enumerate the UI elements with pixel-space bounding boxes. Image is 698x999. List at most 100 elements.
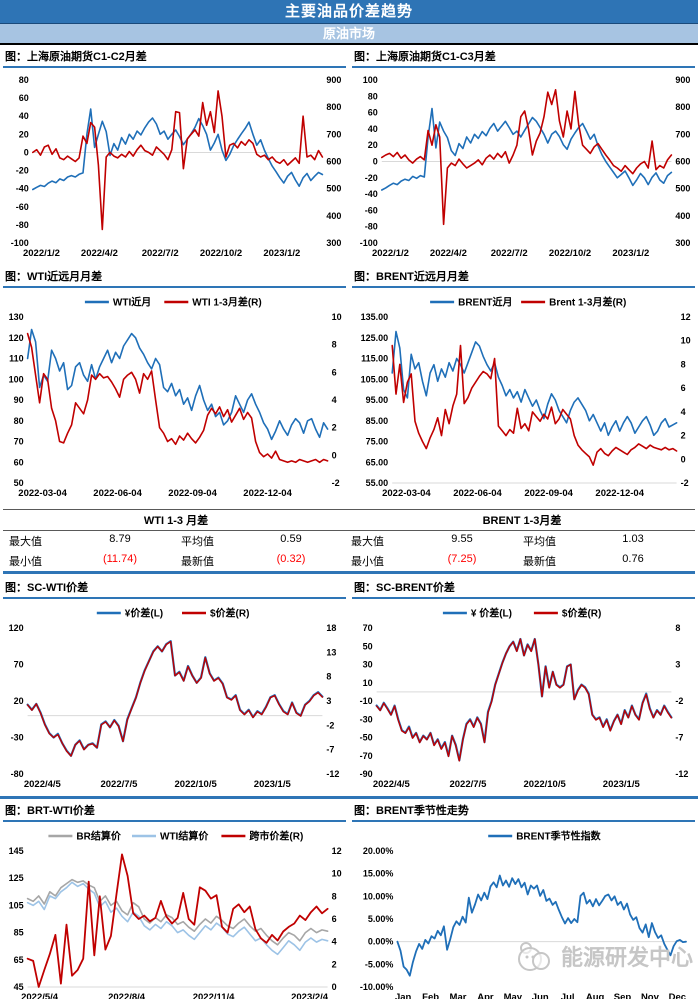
row1-charts: 80 60 40 20 0 -20 -40 -60 -80 -100 900 800 700 600 500… <box>0 68 698 265</box>
stat-value: 1.03 <box>622 533 644 545</box>
chart-canvas-brent-seasonal: 20.00% 15.00% 10.00% 5.00% 0.00% -5.00% -10.00… <box>360 830 687 999</box>
svg-text:130: 130 <box>9 312 24 322</box>
svg-text:2022/4/5: 2022/4/5 <box>24 779 62 790</box>
svg-text:70: 70 <box>14 437 24 447</box>
spread-stats-table: WTI 1-3 月差 BRENT 1-3月差 最大值 8.79 平均值 0.59… <box>3 509 695 574</box>
svg-text:2022-09-04: 2022-09-04 <box>168 488 217 499</box>
row2-titles: 图：WTI近远月月差 图：BRENT近远月月差 <box>0 265 698 288</box>
svg-text:0: 0 <box>373 157 378 167</box>
svg-text:85: 85 <box>14 928 24 938</box>
svg-text:2022/10/5: 2022/10/5 <box>175 779 218 790</box>
svg-text:2022-06-04: 2022-06-04 <box>93 488 142 499</box>
chart-title-sc-wti: 图：SC-WTI价差 <box>3 576 346 599</box>
svg-text:70: 70 <box>363 623 373 633</box>
chart-canvas-brt-wti: 145 125 105 85 65 45 12 10 8 6 4 2 0 2022/5/4 2022/8/4… <box>9 830 342 999</box>
svg-text:20: 20 <box>368 140 378 150</box>
stat-label: 平均值 <box>181 536 214 548</box>
svg-text:2023/2/4: 2023/2/4 <box>291 992 329 999</box>
svg-text:13: 13 <box>326 647 336 657</box>
row1-titles: 图：上海原油期货C1-C2月差 图：上海原油期货C1-C3月差 <box>0 45 698 68</box>
svg-text:6: 6 <box>681 383 686 393</box>
stats-row-max-avg: 最大值 8.79 平均值 0.59 最大值 9.55 平均值 1.03 <box>3 531 695 551</box>
svg-text:-100: -100 <box>360 238 378 248</box>
svg-text:2022/4/5: 2022/4/5 <box>373 779 411 790</box>
stat-label: 最新值 <box>523 556 556 568</box>
svg-text:20: 20 <box>14 696 24 706</box>
svg-text:6: 6 <box>332 914 337 924</box>
svg-text:2023/1/2: 2023/1/2 <box>263 248 300 259</box>
svg-text:400: 400 <box>326 211 341 221</box>
svg-text:2022/7/5: 2022/7/5 <box>449 779 487 790</box>
svg-text:-100: -100 <box>11 238 29 248</box>
chart-canvas-sc-c1c3: 100 80 60 40 20 0 -20 -40 -60 -80 -100 900 800 700 600… <box>360 75 691 259</box>
row3-charts: 120 70 20 -30 -80 18 13 8 3 -2 -7 -12 2022/4/5 2022/7… <box>0 599 698 799</box>
svg-text:-10.00%: -10.00% <box>360 982 394 992</box>
svg-text:May: May <box>504 992 523 999</box>
chart-title-brt-wti: 图：BRT-WTI价差 <box>3 799 346 822</box>
svg-text:3: 3 <box>675 660 680 670</box>
svg-text:2022/8/4: 2022/8/4 <box>108 992 146 999</box>
chart-canvas-sc-wti: 120 70 20 -30 -80 18 13 8 3 -2 -7 -12 2022/4/5 2022/7… <box>9 607 340 791</box>
svg-text:Jul: Jul <box>561 992 575 999</box>
svg-text:12: 12 <box>332 846 342 856</box>
svg-text:BR结算价: BR结算价 <box>76 830 121 843</box>
svg-text:75.00: 75.00 <box>366 437 389 447</box>
svg-text:¥价差(L): ¥价差(L) <box>125 607 163 620</box>
page-subtitle: 原油市场 <box>0 24 698 45</box>
svg-text:-7: -7 <box>675 733 683 743</box>
svg-text:2: 2 <box>332 423 337 433</box>
row4-titles: 图：BRT-WTI价差 图：BRENT季节性走势 <box>0 799 698 822</box>
svg-text:-90: -90 <box>360 769 373 779</box>
svg-text:BRENT近月: BRENT近月 <box>458 296 512 309</box>
stat-value: 8.79 <box>109 533 131 545</box>
svg-text:-60: -60 <box>365 205 378 215</box>
chart-title-sc-c1c3: 图：上海原油期货C1-C3月差 <box>352 45 695 68</box>
svg-text:3: 3 <box>326 696 331 706</box>
svg-text:WTI结算价: WTI结算价 <box>160 830 209 843</box>
svg-text:2023/1/2: 2023/1/2 <box>612 248 649 259</box>
svg-text:95.00: 95.00 <box>366 395 389 405</box>
svg-text:4: 4 <box>681 407 686 417</box>
svg-text:-80: -80 <box>16 220 29 230</box>
stat-label: 最大值 <box>351 536 384 548</box>
svg-text:$价差(R): $价差(R) <box>562 607 601 620</box>
svg-text:600: 600 <box>326 157 341 167</box>
svg-text:-30: -30 <box>11 733 24 743</box>
svg-text:10: 10 <box>332 869 342 879</box>
svg-text:145: 145 <box>9 846 24 856</box>
svg-text:8: 8 <box>332 891 337 901</box>
svg-text:Dec: Dec <box>669 992 686 999</box>
stat-value: 9.55 <box>451 533 473 545</box>
svg-text:65.00: 65.00 <box>366 457 389 467</box>
svg-text:2022/1/2: 2022/1/2 <box>23 248 60 259</box>
svg-text:Nov: Nov <box>641 992 660 999</box>
svg-text:40: 40 <box>368 124 378 134</box>
svg-text:12: 12 <box>681 312 691 322</box>
svg-text:700: 700 <box>326 129 341 139</box>
svg-text:20.00%: 20.00% <box>363 846 394 856</box>
stat-label: 最小值 <box>9 556 42 568</box>
svg-text:-10: -10 <box>360 696 373 706</box>
svg-text:2022/7/2: 2022/7/2 <box>142 248 179 259</box>
stats-header-wti: WTI 1-3 月差 <box>143 515 209 527</box>
svg-text:4: 4 <box>332 937 337 947</box>
svg-text:100: 100 <box>363 75 378 85</box>
stat-label: 最小值 <box>351 556 384 568</box>
svg-text:WTI 1-3月差(R): WTI 1-3月差(R) <box>192 296 261 309</box>
svg-text:18: 18 <box>326 623 336 633</box>
chart-title-brent-seasonal: 图：BRENT季节性走势 <box>352 799 695 822</box>
svg-text:4: 4 <box>332 395 337 405</box>
svg-text:-2: -2 <box>675 696 683 706</box>
svg-text:-2: -2 <box>681 478 689 488</box>
svg-text:300: 300 <box>675 238 690 248</box>
svg-text:0.00%: 0.00% <box>368 937 394 947</box>
svg-text:2023/1/5: 2023/1/5 <box>254 779 292 790</box>
chart-canvas-sc-c1c2: 80 60 40 20 0 -20 -40 -60 -80 -100 900 800 700 600 500… <box>11 75 342 259</box>
svg-text:600: 600 <box>675 157 690 167</box>
svg-text:2: 2 <box>681 431 686 441</box>
stat-value: 0.59 <box>280 533 302 545</box>
svg-text:2022/10/2: 2022/10/2 <box>549 248 591 259</box>
svg-text:-2: -2 <box>332 478 340 488</box>
page-title: 主要油品价差趋势 <box>0 0 698 24</box>
svg-text:500: 500 <box>675 184 690 194</box>
